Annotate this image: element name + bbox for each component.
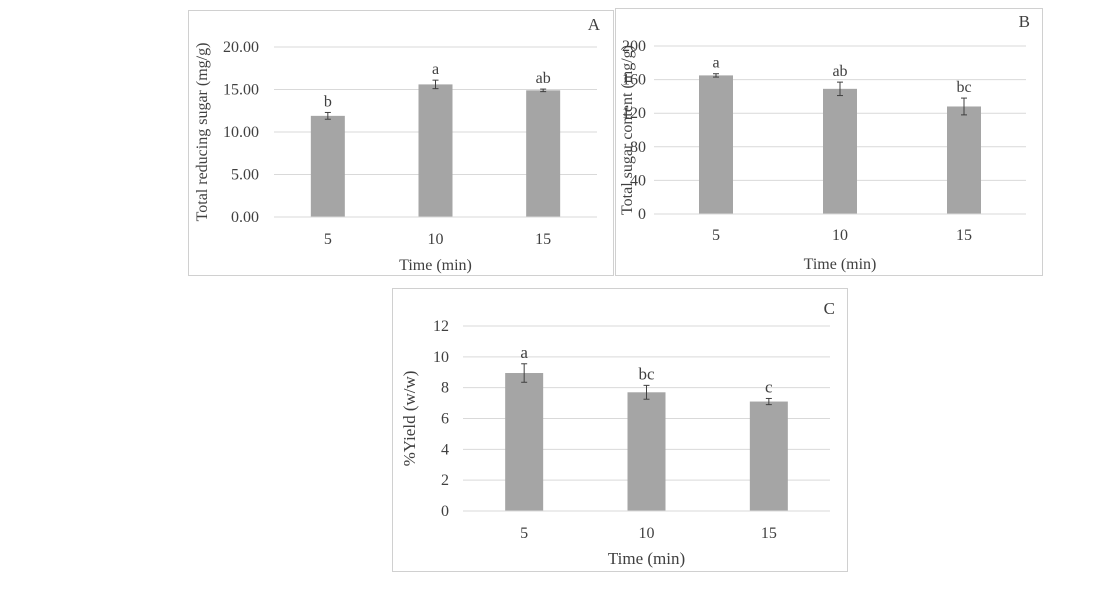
chart-a-bar (418, 84, 453, 218)
chart-b-ytick-label: 160 (622, 72, 646, 89)
chart-c-ytick-label: 0 (441, 503, 449, 520)
chart-b-xtick-label: 5 (712, 227, 720, 244)
chart-a-ytick-label: 0.00 (231, 209, 259, 226)
chart-c-y-axis-title: %Yield (w/w) (400, 371, 419, 467)
chart-a-svg: 0.00 5.00 10.00 15.00 20.00 b 5 a 10 ab 15 Time (mi… (194, 15, 601, 274)
chart-c-ytick-label: 10 (433, 349, 449, 366)
chart-c-significance-letter: c (765, 377, 773, 396)
chart-a-ytick-label: 15.00 (223, 82, 259, 99)
chart-b-panel-label: B (1019, 12, 1030, 31)
chart-b-xtick-label: 15 (956, 227, 972, 244)
chart-a-ytick-label: 10.00 (223, 124, 259, 141)
chart-c-significance-letter: a (520, 343, 528, 362)
chart-b-y-axis-title: Total sugar content (mg/g) (619, 45, 636, 215)
chart-a-significance-letter: b (324, 93, 332, 110)
chart-b-svg: 0 40 80 120 160 200 a 5 ab 10 bc 15 Time (min) Total … (619, 12, 1030, 273)
chart-b-bar (947, 106, 981, 214)
chart-b-significance-letter: ab (832, 63, 847, 80)
chart-b-xtick-label: 10 (832, 227, 848, 244)
chart-a-xtick-label: 10 (428, 231, 444, 248)
chart-a-ytick-label: 20.00 (223, 39, 259, 56)
chart-a-significance-letter: ab (536, 70, 551, 87)
chart-c-ytick-label: 2 (441, 472, 449, 489)
chart-panel-a: 0.00 5.00 10.00 15.00 20.00 b 5 a 10 ab 15 Time (mi… (188, 10, 614, 276)
chart-c-ytick-label: 4 (441, 441, 449, 458)
chart-b-ytick-label: 120 (622, 105, 646, 122)
chart-c-xtick-label: 5 (520, 525, 528, 542)
chart-a-significance-letter: a (432, 61, 439, 78)
chart-a-bar (526, 90, 561, 217)
chart-c-bar (505, 373, 544, 511)
chart-b-ytick-label: 0 (638, 206, 646, 223)
chart-c-ytick-label: 8 (441, 380, 449, 397)
chart-panel-c: 0 2 4 6 8 10 12 a 5 bc 10 c 15 Time (min) %Yield (w/w)… (392, 288, 848, 572)
chart-c-bar (627, 392, 666, 511)
chart-c-ytick-label: 12 (433, 318, 449, 335)
chart-a-y-axis-title: Total reducing sugar (mg/g) (194, 43, 211, 222)
chart-b-bar (823, 88, 857, 214)
chart-b-bar (699, 75, 733, 215)
chart-c-svg: 0 2 4 6 8 10 12 a 5 bc 10 c 15 Time (min) %Yield (w/w)… (400, 299, 835, 568)
chart-b-significance-letter: a (712, 55, 719, 72)
chart-a-panel-label: A (588, 15, 601, 34)
chart-b-ytick-label: 80 (630, 139, 646, 156)
chart-a-xtick-label: 5 (324, 231, 332, 248)
chart-c-x-axis-title: Time (min) (608, 549, 685, 568)
chart-b-x-axis-title: Time (min) (804, 256, 877, 273)
chart-b-ytick-label: 200 (622, 38, 646, 55)
chart-c-xtick-label: 15 (761, 525, 777, 542)
chart-a-ytick-label: 5.00 (231, 167, 259, 184)
chart-panel-b: 0 40 80 120 160 200 a 5 ab 10 bc 15 Time (min) Total … (615, 8, 1043, 276)
chart-b-ytick-label: 40 (630, 172, 646, 189)
chart-c-bar (749, 401, 788, 511)
chart-c-ytick-label: 6 (441, 411, 449, 428)
chart-b-significance-letter: bc (956, 79, 971, 96)
chart-a-bar (310, 115, 345, 217)
chart-a-x-axis-title: Time (min) (399, 257, 472, 274)
chart-a-xtick-label: 15 (535, 231, 551, 248)
chart-c-significance-letter: bc (638, 364, 655, 383)
chart-c-panel-label: C (824, 299, 835, 318)
chart-c-xtick-label: 10 (639, 525, 655, 542)
